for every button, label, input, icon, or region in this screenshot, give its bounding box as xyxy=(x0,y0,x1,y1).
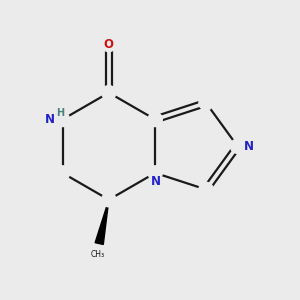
Text: H: H xyxy=(56,108,64,118)
Circle shape xyxy=(102,85,116,100)
Circle shape xyxy=(148,112,162,127)
Text: N: N xyxy=(244,140,254,153)
Circle shape xyxy=(56,112,70,127)
Circle shape xyxy=(56,166,70,180)
Circle shape xyxy=(199,182,213,197)
Circle shape xyxy=(230,139,244,153)
Text: N: N xyxy=(151,175,161,188)
Text: N: N xyxy=(45,113,55,126)
Circle shape xyxy=(102,193,116,207)
Circle shape xyxy=(148,166,162,180)
Circle shape xyxy=(199,96,213,110)
Text: O: O xyxy=(104,38,114,51)
Polygon shape xyxy=(95,200,109,244)
Circle shape xyxy=(102,38,116,52)
Text: CH₃: CH₃ xyxy=(91,250,105,259)
